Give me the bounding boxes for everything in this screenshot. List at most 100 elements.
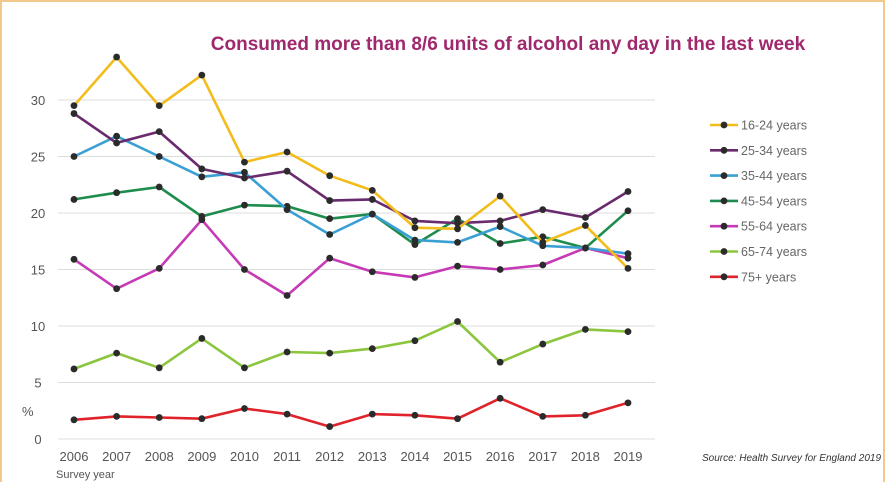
series-line — [73, 134, 629, 255]
legend-marker — [720, 146, 728, 154]
legend-item: 25-34 years — [710, 144, 807, 158]
legend-marker — [720, 121, 728, 129]
data-point — [70, 365, 78, 373]
y-tick-label: 20 — [31, 206, 45, 221]
y-axis-label: % — [22, 404, 34, 419]
legend-marker — [720, 172, 728, 180]
data-point — [326, 172, 334, 180]
legend-label: 25-34 years — [741, 144, 807, 158]
data-point — [241, 168, 248, 176]
data-point — [198, 173, 206, 181]
x-axis-ticks: 2006 2007 2008 2009 2010 2011 2012 2013 2014 2015… — [60, 449, 643, 464]
data-point — [155, 364, 163, 372]
data-point — [581, 222, 589, 229]
data-point — [581, 325, 589, 333]
x-tick-label: 2010 — [230, 449, 259, 464]
data-point — [368, 345, 376, 352]
series-65-74-years — [70, 318, 632, 373]
data-point — [241, 266, 248, 273]
data-point — [198, 212, 206, 220]
data-point — [368, 196, 376, 203]
x-tick-label: 2013 — [358, 449, 387, 464]
data-point — [496, 240, 504, 247]
data-point — [624, 207, 632, 215]
data-point — [283, 348, 291, 356]
data-point — [155, 153, 163, 160]
x-tick-label: 2012 — [315, 449, 344, 464]
x-tick-label: 2006 — [60, 449, 89, 464]
data-point — [113, 349, 121, 357]
y-tick-label: 5 — [34, 376, 41, 391]
data-point — [581, 411, 589, 419]
legend-item: 45-54 years — [710, 194, 807, 208]
data-point — [198, 165, 206, 173]
x-tick-label: 2014 — [400, 449, 429, 464]
legend-label: 75+ years — [741, 270, 796, 284]
data-point — [70, 416, 78, 424]
legend-label: 35-44 years — [741, 169, 807, 183]
series-line — [73, 112, 629, 225]
series-line — [73, 185, 629, 250]
data-point — [368, 210, 376, 218]
series-25-34-years — [70, 110, 632, 227]
data-point — [539, 206, 547, 214]
series-line — [73, 396, 629, 428]
series-35-44-years — [70, 132, 632, 258]
data-point — [113, 139, 121, 147]
data-point — [155, 264, 163, 272]
legend-label: 45-54 years — [741, 194, 807, 208]
data-point — [241, 364, 248, 372]
legend-label: 65-74 years — [741, 245, 807, 259]
data-point — [326, 231, 334, 238]
series-line — [73, 55, 629, 270]
y-tick-label: 25 — [31, 150, 45, 165]
data-point — [326, 254, 334, 262]
data-point — [70, 110, 78, 117]
y-tick-label: 10 — [31, 319, 45, 334]
data-point — [624, 264, 632, 272]
data-point — [70, 255, 78, 263]
data-point — [326, 197, 334, 204]
series-line — [73, 320, 629, 371]
data-point — [411, 224, 419, 232]
data-point — [113, 285, 121, 293]
source-note: Source: Health Survey for England 2019 — [702, 453, 881, 464]
data-point — [539, 340, 547, 348]
chart-title: Consumed more than 8/6 units of alcohol … — [211, 34, 806, 55]
data-point — [283, 292, 291, 299]
data-point — [113, 189, 121, 197]
data-point — [155, 183, 163, 191]
data-point — [155, 102, 163, 110]
data-point — [241, 158, 248, 166]
x-tick-label: 2016 — [486, 449, 515, 464]
data-point — [539, 413, 547, 420]
series-lines — [70, 53, 632, 430]
data-point — [70, 102, 78, 110]
x-tick-label: 2011 — [273, 449, 301, 464]
legend-marker — [720, 197, 728, 205]
data-point — [368, 410, 376, 418]
data-point — [454, 262, 461, 270]
data-point — [326, 349, 334, 357]
legend-item: 65-74 years — [710, 245, 807, 259]
data-point — [454, 238, 461, 246]
series-line — [73, 218, 629, 297]
data-point — [155, 414, 163, 421]
data-point — [283, 206, 291, 214]
data-point — [496, 394, 504, 402]
data-point — [624, 250, 632, 258]
legend-item: 16-24 years — [710, 119, 807, 133]
data-point — [283, 148, 291, 156]
data-point — [70, 196, 78, 203]
x-tick-label: 2017 — [528, 449, 557, 464]
data-point — [113, 413, 121, 420]
y-tick-label: 15 — [31, 263, 45, 278]
data-point — [496, 266, 504, 273]
data-point — [368, 187, 376, 194]
data-point — [411, 337, 419, 345]
data-point — [496, 192, 504, 200]
data-point — [70, 153, 78, 160]
data-point — [624, 328, 632, 336]
